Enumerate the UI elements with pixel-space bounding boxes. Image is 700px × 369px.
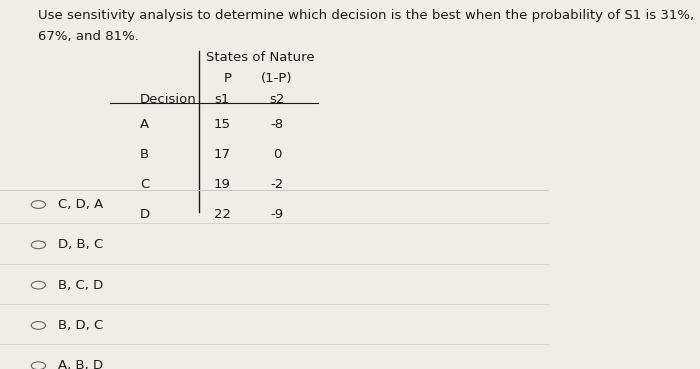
Text: -2: -2 bbox=[270, 177, 284, 191]
Text: 0: 0 bbox=[273, 148, 281, 161]
Text: D, B, C: D, B, C bbox=[57, 238, 103, 251]
Text: 19: 19 bbox=[214, 177, 230, 191]
Text: s2: s2 bbox=[270, 93, 285, 106]
Text: C, D, A: C, D, A bbox=[57, 198, 103, 211]
Text: 17: 17 bbox=[214, 148, 230, 161]
Text: (1-P): (1-P) bbox=[261, 72, 293, 85]
Text: D: D bbox=[140, 207, 150, 221]
Text: 67%, and 81%.: 67%, and 81%. bbox=[38, 30, 139, 43]
Text: B, D, C: B, D, C bbox=[57, 319, 103, 332]
Text: -8: -8 bbox=[270, 118, 284, 131]
Text: 15: 15 bbox=[214, 118, 230, 131]
Text: B: B bbox=[140, 148, 149, 161]
Text: 22: 22 bbox=[214, 207, 230, 221]
Text: B, C, D: B, C, D bbox=[57, 279, 103, 292]
Text: A, B, D: A, B, D bbox=[57, 359, 103, 369]
Text: -9: -9 bbox=[270, 207, 284, 221]
Text: A: A bbox=[140, 118, 149, 131]
Text: Decision: Decision bbox=[140, 93, 197, 106]
Text: s1: s1 bbox=[214, 93, 230, 106]
Text: Use sensitivity analysis to determine which decision is the best when the probab: Use sensitivity analysis to determine wh… bbox=[38, 9, 694, 22]
Text: P: P bbox=[223, 72, 232, 85]
Text: States of Nature: States of Nature bbox=[206, 51, 314, 64]
Text: C: C bbox=[140, 177, 149, 191]
